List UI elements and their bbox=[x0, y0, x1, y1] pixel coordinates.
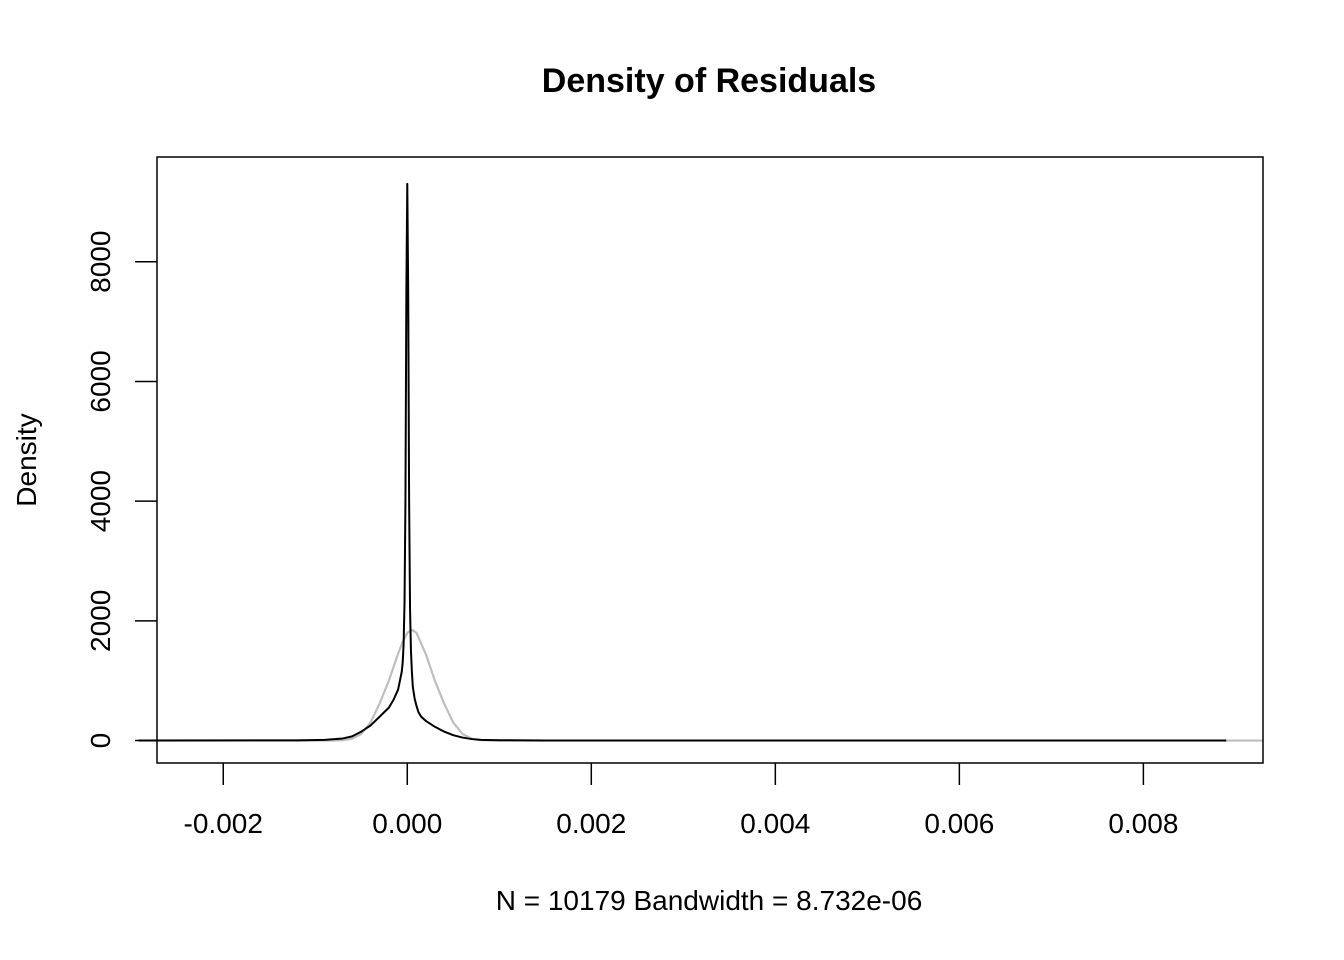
y-tick-label: 6000 bbox=[85, 350, 116, 412]
x-tick-label: 0.006 bbox=[924, 808, 994, 839]
x-axis-label: N = 10179 Bandwidth = 8.732e-06 bbox=[496, 885, 923, 916]
chart-title: Density of Residuals bbox=[542, 62, 876, 100]
density-line bbox=[138, 182, 1227, 742]
y-tick-label: 4000 bbox=[85, 470, 116, 532]
y-axis-label: Density bbox=[11, 413, 42, 506]
x-tick-label: 0.002 bbox=[556, 808, 626, 839]
y-tick-label: 8000 bbox=[85, 231, 116, 293]
y-axis: 0 2000 4000 6000 8000 bbox=[85, 231, 157, 749]
y-tick-label: 2000 bbox=[85, 590, 116, 652]
series-layer bbox=[138, 182, 1263, 742]
y-tick-label: 0 bbox=[85, 733, 116, 749]
x-tick-label: 0.008 bbox=[1108, 808, 1178, 839]
x-tick-label: -0.002 bbox=[184, 808, 263, 839]
plot-frame bbox=[156, 156, 1264, 764]
x-tick-label: 0.004 bbox=[740, 808, 810, 839]
normal-reference-line bbox=[138, 628, 1263, 742]
x-tick-label: 0.000 bbox=[372, 808, 442, 839]
x-axis: -0.002 0.000 0.002 0.004 0.006 0.008 bbox=[184, 763, 1178, 839]
